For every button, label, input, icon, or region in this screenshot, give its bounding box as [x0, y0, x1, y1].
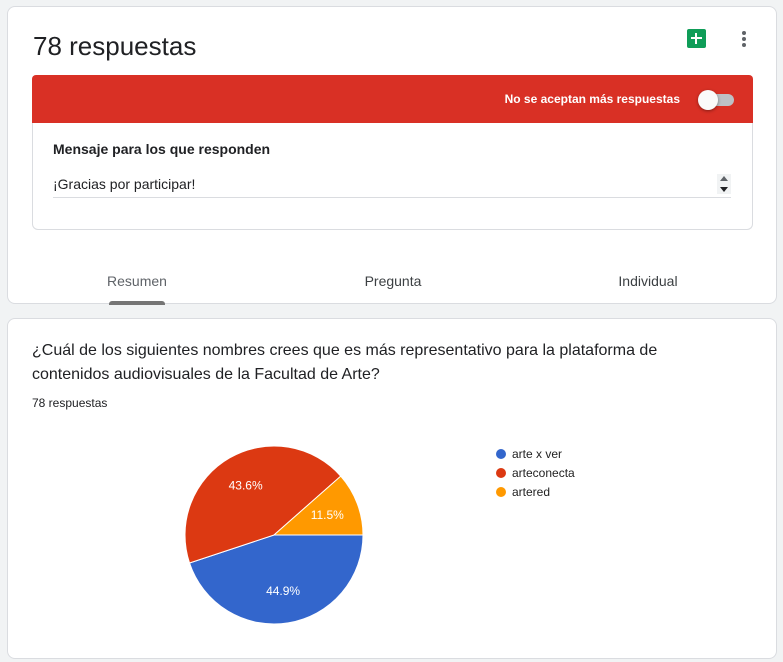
google-sheets-icon[interactable] — [687, 29, 706, 48]
legend-swatch — [496, 467, 506, 478]
question-card: ¿Cuál de los siguientes nombres crees qu… — [7, 318, 777, 659]
responses-title: 78 respuestas — [33, 31, 197, 61]
field-spinner[interactable] — [717, 174, 731, 194]
pie-slice-label-2: 11.5% — [311, 508, 344, 522]
question-response-count: 78 respuestas — [32, 396, 108, 410]
legend-swatch — [496, 486, 506, 497]
pie-slice-0[interactable] — [188, 534, 364, 625]
pie-slice-1[interactable] — [184, 445, 342, 564]
legend-label: arteconecta — [512, 465, 575, 480]
legend-item-2[interactable]: artered — [496, 482, 575, 501]
legend-swatch — [496, 448, 506, 459]
spinner-up-icon[interactable] — [720, 176, 728, 181]
legend-item-0[interactable]: arte x ver — [496, 444, 575, 463]
question-title: ¿Cuál de los siguientes nombres crees qu… — [32, 342, 658, 383]
respondent-message-value: ¡Gracias por participar! — [53, 176, 196, 192]
tab-resumen[interactable]: Resumen — [107, 273, 167, 289]
respondent-message-label: Mensaje para los que responden — [53, 141, 271, 157]
tab-pregunta[interactable]: Pregunta — [364, 273, 422, 289]
accepting-responses-label: No se aceptan más respuestas — [504, 92, 680, 106]
more-vert-icon[interactable] — [734, 29, 754, 49]
legend-label: artered — [512, 484, 551, 499]
spinner-down-icon[interactable] — [720, 187, 728, 192]
respondent-message-box: Mensaje para los que responden ¡Gracias … — [32, 123, 753, 230]
summary-card: 78 respuestas No se aceptan más respuest… — [7, 6, 777, 305]
active-tab-indicator — [109, 301, 165, 305]
pie-slice-2[interactable] — [272, 475, 364, 536]
legend-label: arte x ver — [512, 446, 563, 461]
respondent-message-field[interactable]: ¡Gracias por participar! — [53, 170, 731, 198]
accepting-responses-banner: No se aceptan más respuestas — [32, 75, 753, 123]
accepting-responses-toggle[interactable] — [698, 90, 734, 110]
tab-individual[interactable]: Individual — [618, 273, 678, 289]
pie-chart: 44.9% 43.6% 11.5% — [184, 445, 364, 625]
chart-legend: arte x ver arteconecta artered — [496, 444, 575, 501]
pie-slice-label-0: 44.9% — [266, 584, 300, 598]
legend-item-1[interactable]: arteconecta — [496, 463, 575, 482]
pie-slice-label-1: 43.6% — [229, 479, 263, 493]
